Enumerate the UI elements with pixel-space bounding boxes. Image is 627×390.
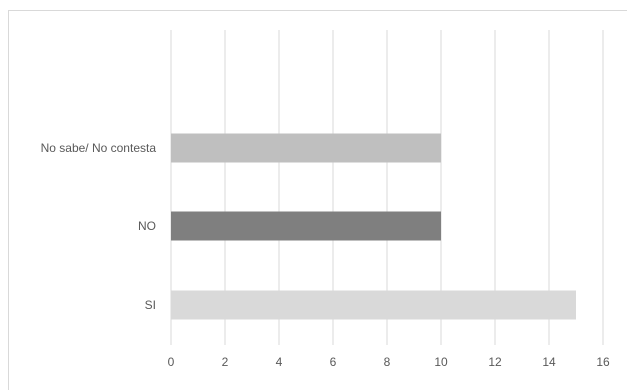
x-tick-label: 6 — [330, 355, 337, 369]
x-tick-label: 16 — [596, 355, 610, 369]
bar — [171, 211, 441, 241]
bar — [171, 133, 441, 163]
x-tick-label: 8 — [384, 355, 391, 369]
category-label: NO — [138, 219, 156, 233]
x-tick-labels: 0 2 4 6 8 10 12 14 16 — [168, 355, 610, 369]
chart-frame — [8, 10, 627, 390]
x-tick-label: 14 — [542, 355, 556, 369]
x-tick-label: 10 — [434, 355, 448, 369]
bars — [171, 133, 576, 320]
x-tick-label: 4 — [276, 355, 283, 369]
x-tick-label: 2 — [222, 355, 229, 369]
x-tick-label: 12 — [488, 355, 502, 369]
bar — [171, 290, 576, 320]
x-tick-label: 0 — [168, 355, 175, 369]
category-label: SI — [145, 298, 156, 312]
bar-chart: No sabe/ No contesta NO SI 0 2 4 6 8 10 12 14 16 — [41, 30, 610, 369]
category-label: No sabe/ No contesta — [41, 141, 157, 155]
category-labels: No sabe/ No contesta NO SI — [41, 141, 157, 312]
